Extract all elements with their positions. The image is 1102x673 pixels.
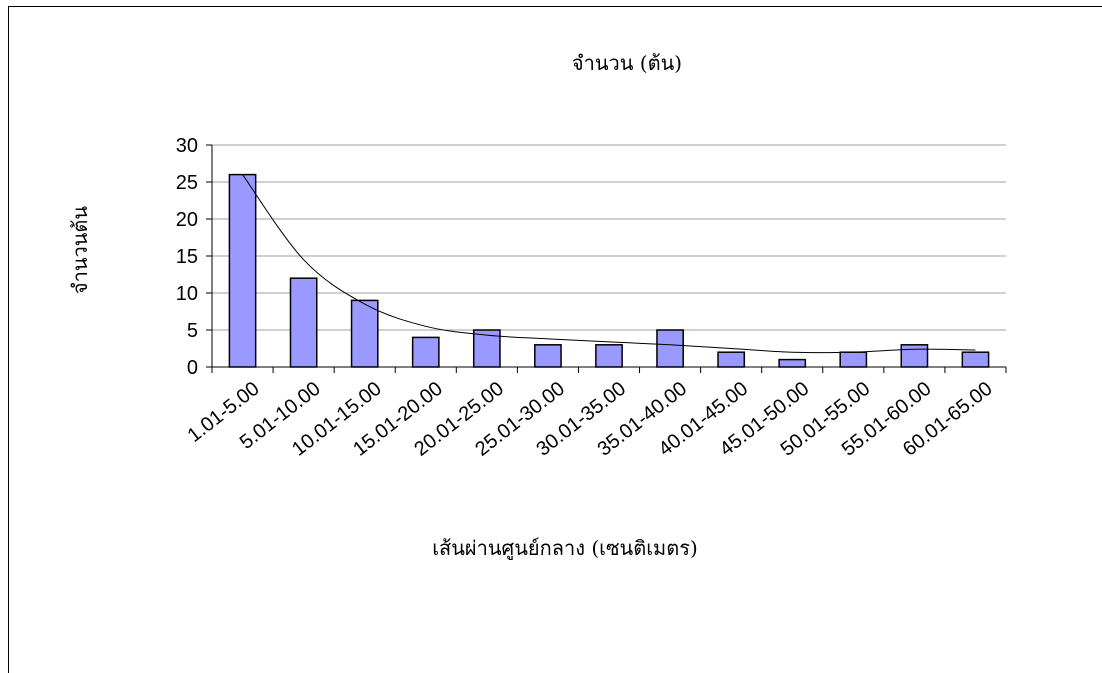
bar bbox=[411, 336, 440, 368]
bar bbox=[595, 344, 623, 368]
bar bbox=[717, 351, 746, 368]
bar bbox=[228, 173, 257, 368]
y-tick-label: 5 bbox=[187, 320, 198, 342]
y-tick-label: 25 bbox=[176, 172, 198, 194]
bar bbox=[778, 358, 807, 368]
bar bbox=[350, 299, 379, 368]
y-tick-label: 0 bbox=[187, 357, 198, 379]
y-tick-label: 30 bbox=[176, 135, 198, 157]
bar bbox=[839, 351, 868, 368]
chart-title: จำนวน (ต้น) bbox=[572, 51, 682, 75]
bar bbox=[656, 329, 684, 368]
axes bbox=[206, 144, 1007, 373]
frame-border-left bbox=[8, 6, 9, 673]
frame-border-top bbox=[8, 6, 1102, 7]
y-tick-labels: 0 5 10 15 20 25 30 bbox=[176, 135, 198, 379]
bar bbox=[961, 351, 990, 368]
x-tick-labels: 1.01-5.005.01-10.0010.01-15.0015.01-20.0… bbox=[183, 378, 996, 461]
y-tick-label: 15 bbox=[176, 246, 198, 268]
bar bbox=[534, 344, 562, 368]
y-tick-label: 10 bbox=[176, 283, 198, 305]
y-tick-label: 20 bbox=[176, 209, 198, 231]
x-axis-title: เส้นผ่านศูนย์กลาง (เซนติเมตร) bbox=[432, 536, 698, 561]
y-axis-title: จำนวนต้น bbox=[68, 206, 92, 295]
bar bbox=[900, 344, 929, 368]
gridlines bbox=[212, 144, 1006, 331]
trendline bbox=[242, 174, 976, 354]
bar bbox=[289, 277, 318, 368]
bars bbox=[228, 173, 990, 368]
